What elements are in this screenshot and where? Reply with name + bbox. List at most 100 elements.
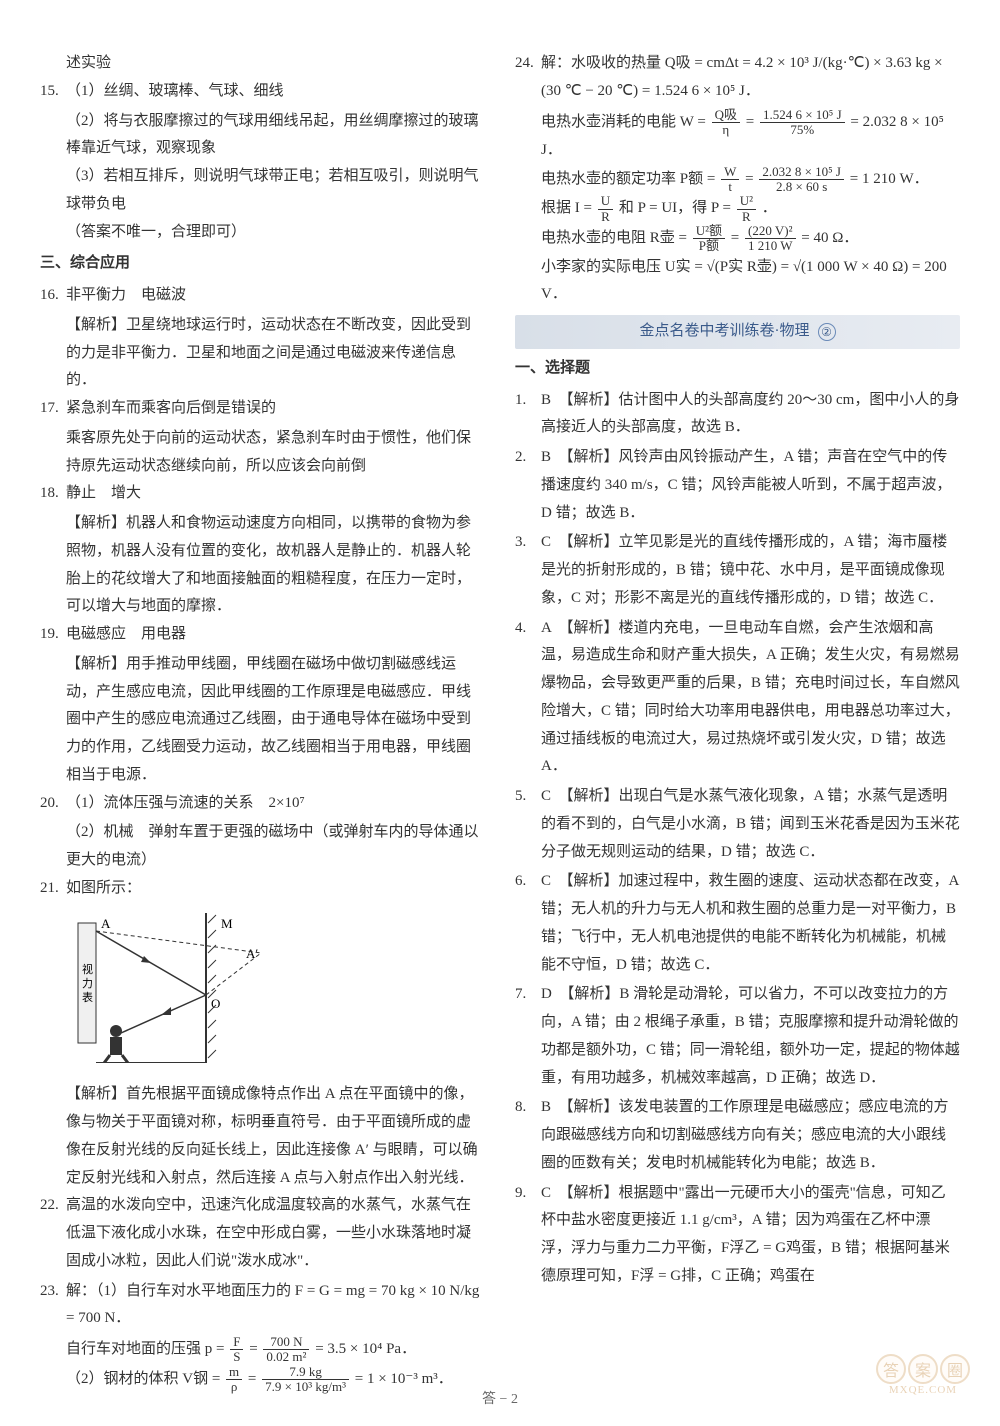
- frac-icon: FS: [230, 1335, 243, 1365]
- q17-ans: 紧急刹车而乘客向后倒是错误的: [66, 395, 485, 423]
- frac-icon: Q吸η: [712, 108, 740, 138]
- q19-num: 19.: [40, 621, 66, 649]
- q17-b: 乘客原先处于向前的运动状态，紧急刹车时由于惯性，他们保持原先运动状态继续向前，所…: [40, 425, 485, 481]
- q16-ans: 非平衡力 电磁波: [66, 282, 485, 310]
- q16-num: 16.: [40, 282, 66, 310]
- q23: 23. 解：（1）自行车对水平地面压力的 F = G = mg = 70 kg …: [40, 1278, 485, 1334]
- a8-text: B 【解析】该发电装置的工作原理是电磁感应；感应电流的方向跟磁感线方向和切割磁感…: [541, 1094, 960, 1177]
- q19-explain: 【解析】用手推动甲线圈，甲线圈在磁场中做切割磁感线运动，产生感应电流，因此甲线圈…: [40, 651, 485, 790]
- svg-text:表: 表: [82, 990, 93, 1004]
- a9-text: C 【解析】根据题中"露出一元硬币大小的蛋壳"信息，可知乙杯中盐水密度更接近 1…: [541, 1180, 960, 1291]
- mirror-diagram: 视 力 表 A M A′ O: [66, 913, 266, 1063]
- q21: 21. 如图所示：: [40, 875, 485, 903]
- frac-icon: (220 V)²1 210 W: [745, 224, 796, 254]
- q23-1b: 自行车对地面的压强 p = FS = 700 N0.02 m² = 3.5 × …: [40, 1335, 485, 1365]
- q22: 22. 高温的水泼向空中，迅速汽化成温度较高的水蒸气，水蒸气在低温下液化成小水珠…: [40, 1192, 485, 1275]
- watermark: 答 案 圈 MXQE.COM: [876, 1354, 970, 1396]
- frac-icon: 2.032 8 × 10⁵ J2.8 × 60 s: [759, 165, 844, 195]
- label-a: A: [101, 916, 111, 931]
- a6: 6.C 【解析】加速过程中，救生圈的速度、运动状态都在改变，A 错；无人机的升力…: [515, 868, 960, 979]
- test-banner: 金点名卷中考训练卷·物理 ②: [515, 315, 960, 349]
- watermark-char: 案: [908, 1354, 938, 1384]
- watermark-char: 答: [876, 1354, 906, 1384]
- section-1-title: 一、选择题: [515, 355, 960, 383]
- q20-1: （1）流体压强与流速的关系 2×10⁷: [66, 790, 485, 818]
- q21-explain: 【解析】首先根据平面镜成像特点作出 A 点在平面镜中的像，像与物关于平面镜对称，…: [40, 1081, 485, 1192]
- q17: 17. 紧急刹车而乘客向后倒是错误的: [40, 395, 485, 423]
- q16: 16. 非平衡力 电磁波: [40, 282, 485, 310]
- a7-text: D 【解析】B 滑轮是动滑轮，可以省力，不可以改变拉力的方向，A 错；由 2 根…: [541, 981, 960, 1092]
- q24-e: 电热水壶的电阻 R壶 = U²额P额 = (220 V)²1 210 W = 4…: [515, 224, 960, 254]
- q22-ans: 高温的水泼向空中，迅速汽化成温度较高的水蒸气，水蒸气在低温下液化成小水珠，在空中…: [66, 1192, 485, 1275]
- q24-b: 电热水壶消耗的电能 W = Q吸η = 1.524 6 × 10⁵ J75% =…: [515, 108, 960, 165]
- a4: 4.A 【解析】楼道内充电，一旦电动车自燃，会产生浓烟和高温，易造成生命和财产重…: [515, 615, 960, 782]
- q23-2-pre: （2）钢材的体积 V钢 =: [66, 1371, 224, 1387]
- q15-4: （答案不唯一，合理即可）: [40, 219, 485, 247]
- q24-a: 解：水吸收的热量 Q吸 = cmΔt = 4.2 × 10³ J/(kg·℃) …: [541, 50, 960, 106]
- q24-num: 24.: [515, 50, 541, 106]
- a6-text: C 【解析】加速过程中，救生圈的速度、运动状态都在改变，A 错；无人机的升力与无…: [541, 868, 960, 979]
- a1-num: 1.: [515, 387, 541, 443]
- label-aprime: A′: [246, 946, 258, 961]
- q21-num: 21.: [40, 875, 66, 903]
- page-footer: 答 − 2: [0, 1388, 1000, 1408]
- a4-text: A 【解析】楼道内充电，一旦电动车自燃，会产生浓烟和高温，易造成生命和财产重大损…: [541, 615, 960, 782]
- a3-text: C 【解析】立竿见影是光的直线传播形成的，A 错；海市蜃楼是光的折射形成的，B …: [541, 529, 960, 612]
- q17-num: 17.: [40, 395, 66, 423]
- q24: 24. 解：水吸收的热量 Q吸 = cmΔt = 4.2 × 10³ J/(kg…: [515, 50, 960, 106]
- section-3-title: 三、综合应用: [40, 250, 485, 278]
- q18-num: 18.: [40, 480, 66, 508]
- a1-text: B 【解析】估计图中人的头部高度约 20～30 cm，图中小人的身高接近人的头部…: [541, 387, 960, 443]
- q15-num: 15.: [40, 78, 66, 106]
- q23-num: 23.: [40, 1278, 66, 1334]
- pre-text: 述实验: [40, 50, 485, 78]
- q18-explain: 【解析】机器人和食物运动速度方向相同，以携带的食物为参照物，机器人没有位置的变化…: [40, 510, 485, 621]
- svg-text:力: 力: [82, 977, 93, 990]
- a7: 7.D 【解析】B 滑轮是动滑轮，可以省力，不可以改变拉力的方向，A 错；由 2…: [515, 981, 960, 1092]
- a2-text: B 【解析】风铃声由风铃振动产生，A 错；声音在空气中的传播速度约 340 m/…: [541, 444, 960, 527]
- q19-ans: 电磁感应 用电器: [66, 621, 485, 649]
- a9-num: 9.: [515, 1180, 541, 1291]
- frac-icon: UR: [598, 194, 613, 224]
- q24-d: 根据 I = UR 和 P = UI，得 P = U²R ．: [515, 194, 960, 224]
- q20: 20. （1）流体压强与流速的关系 2×10⁷: [40, 790, 485, 818]
- label-o: O: [211, 996, 220, 1011]
- left-column: 述实验 15. （1）丝绸、玻璃棒、气球、细线 （2）将与衣服摩擦过的气球用细线…: [40, 50, 485, 1370]
- banner-num: ②: [818, 323, 836, 341]
- q18-ans: 静止 增大: [66, 480, 485, 508]
- q24-f: 小李家的实际电压 U实 = √(P实 R壶) = √(1 000 W × 40 …: [515, 254, 960, 310]
- a5-num: 5.: [515, 783, 541, 866]
- q23-1b-pre: 自行车对地面的压强 p =: [66, 1341, 228, 1357]
- a3: 3.C 【解析】立竿见影是光的直线传播形成的，A 错；海市蜃楼是光的折射形成的，…: [515, 529, 960, 612]
- a6-num: 6.: [515, 868, 541, 979]
- a2: 2.B 【解析】风铃声由风铃振动产生，A 错；声音在空气中的传播速度约 340 …: [515, 444, 960, 527]
- a8-num: 8.: [515, 1094, 541, 1177]
- a7-num: 7.: [515, 981, 541, 1092]
- q24-c: 电热水壶的额定功率 P额 = Wt = 2.032 8 × 10⁵ J2.8 ×…: [515, 165, 960, 195]
- q20-num: 20.: [40, 790, 66, 818]
- q21-ans: 如图所示：: [66, 875, 485, 903]
- q15-3: （3）若相互排斥，则说明气球带正电；若相互吸引，则说明气球带负电: [40, 163, 485, 219]
- q15-1: （1）丝绸、玻璃棒、气球、细线: [66, 78, 485, 106]
- frac-icon: 700 N0.02 m²: [263, 1335, 309, 1365]
- a4-num: 4.: [515, 615, 541, 782]
- frac-icon: Wt: [721, 165, 739, 195]
- a9: 9.C 【解析】根据题中"露出一元硬币大小的蛋壳"信息，可知乙杯中盐水密度更接近…: [515, 1180, 960, 1291]
- q19: 19. 电磁感应 用电器: [40, 621, 485, 649]
- banner-title: 金点名卷中考训练卷·物理: [640, 318, 810, 346]
- q23-1a: 解：（1）自行车对水平地面压力的 F = G = mg = 70 kg × 10…: [66, 1278, 485, 1334]
- q20-2: （2）机械 弹射车置于更强的磁场中（或弹射车内的导体通以更大的电流）: [40, 819, 485, 875]
- label-m: M: [221, 916, 233, 931]
- label-vision: 视: [82, 962, 93, 976]
- a8: 8.B 【解析】该发电装置的工作原理是电磁感应；感应电流的方向跟磁感线方向和切割…: [515, 1094, 960, 1177]
- q15-2: （2）将与衣服摩擦过的气球用细线吊起，用丝绸摩擦过的玻璃棒靠近气球，观察现象: [40, 108, 485, 164]
- a3-num: 3.: [515, 529, 541, 612]
- watermark-url: MXQE.COM: [889, 1384, 957, 1396]
- q16-explain: 【解析】卫星绕地球运行时，运动状态在不断改变，因此受到的力是非平衡力．卫星和地面…: [40, 312, 485, 395]
- q15: 15. （1）丝绸、玻璃棒、气球、细线: [40, 78, 485, 106]
- watermark-char: 圈: [940, 1354, 970, 1384]
- right-column: 24. 解：水吸收的热量 Q吸 = cmΔt = 4.2 × 10³ J/(kg…: [515, 50, 960, 1370]
- a2-num: 2.: [515, 444, 541, 527]
- a5: 5.C 【解析】出现白气是水蒸气液化现象，A 错；水蒸气是透明的看不到的，白气是…: [515, 783, 960, 866]
- frac-icon: U²R: [737, 194, 756, 224]
